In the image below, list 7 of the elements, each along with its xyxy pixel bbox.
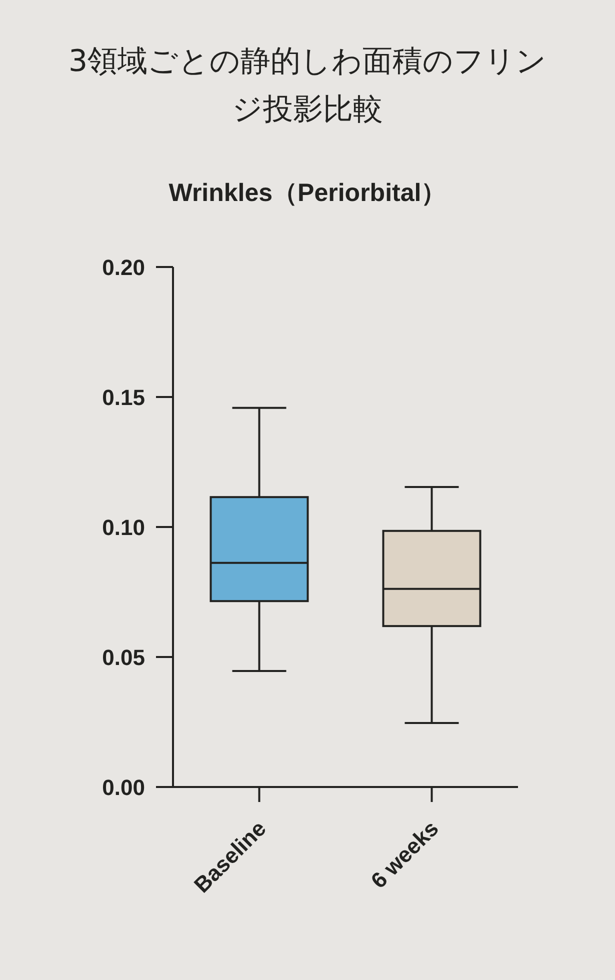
chart-subtitle: Wrinkles（Periorbital）: [168, 178, 448, 209]
y-tick-label: 0.05: [102, 645, 145, 670]
y-tick-label: 0.10: [102, 515, 145, 540]
chart-title: 3領域ごとの静的しわ面積のフリンジ投影比較: [67, 43, 548, 129]
y-tick-label: 0.15: [102, 385, 145, 410]
y-tick-label: 0.00: [102, 775, 145, 800]
y-tick-label: 0.20: [102, 255, 145, 280]
